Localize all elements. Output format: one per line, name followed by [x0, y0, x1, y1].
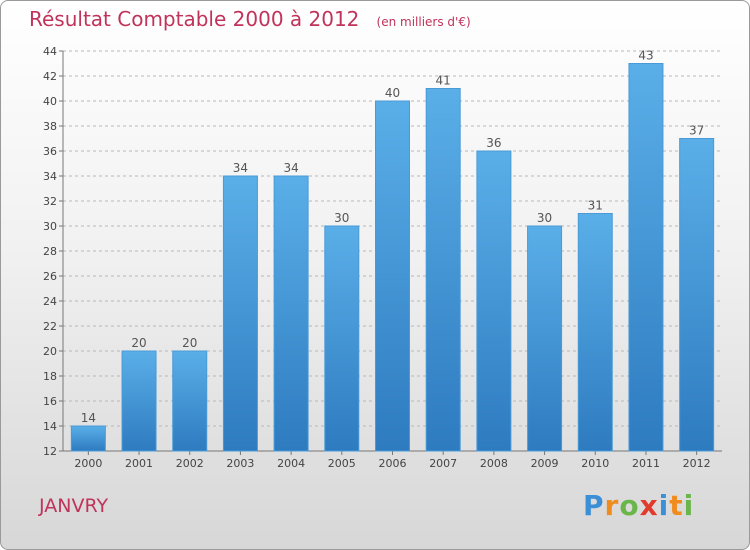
title-block: Résultat Comptable 2000 à 2012 (en milli…: [29, 7, 471, 31]
bar: [172, 350, 208, 452]
x-tick-label: 2004: [277, 457, 305, 470]
bar-value-label: 36: [486, 136, 501, 150]
y-tick-label: 28: [43, 245, 57, 258]
x-tick-label: 2001: [125, 457, 153, 470]
y-tick-label: 32: [43, 195, 57, 208]
bar-value-label: 30: [334, 211, 349, 225]
logo-letter: x: [639, 489, 659, 522]
logo-letter: i: [658, 489, 670, 522]
bar: [577, 213, 613, 452]
bar: [527, 225, 563, 452]
y-tick-label: 24: [43, 295, 57, 308]
x-tick-label: 2012: [683, 457, 711, 470]
y-tick-label: 34: [43, 170, 57, 183]
bar: [476, 150, 512, 452]
y-tick-label: 38: [43, 120, 57, 133]
logo-letter: r: [604, 489, 620, 522]
x-tick-label: 2008: [480, 457, 508, 470]
bar-value-label: 20: [182, 336, 197, 350]
bar-value-label: 34: [233, 161, 248, 175]
bar-value-label: 31: [588, 199, 603, 213]
y-tick-label: 42: [43, 70, 57, 83]
bar-value-label: 40: [385, 86, 400, 100]
bar-value-label: 41: [436, 74, 451, 88]
x-tick-label: 2000: [74, 457, 102, 470]
proxiti-logo[interactable]: Proxiti: [583, 489, 694, 522]
x-tick-label: 2002: [176, 457, 204, 470]
chart-title: Résultat Comptable 2000 à 2012: [29, 7, 360, 31]
bar: [679, 138, 715, 452]
y-tick-label: 12: [43, 445, 57, 458]
bar: [324, 225, 360, 452]
x-tick-label: 2003: [226, 457, 254, 470]
bar-value-label: 43: [638, 49, 653, 63]
bar: [375, 100, 410, 452]
y-tick-label: 44: [43, 45, 57, 58]
bar: [425, 88, 461, 452]
logo-letter: P: [583, 489, 605, 522]
logo-letter: i: [683, 489, 695, 522]
x-tick-label: 2005: [328, 457, 356, 470]
bar: [70, 425, 106, 452]
bar-value-label: 20: [131, 336, 146, 350]
y-tick-label: 36: [43, 145, 57, 158]
bar-value-label: 34: [283, 161, 298, 175]
y-tick-label: 22: [43, 320, 57, 333]
logo-letter: o: [619, 489, 640, 522]
x-tick-label: 2007: [429, 457, 457, 470]
bar-value-label: 14: [81, 411, 96, 425]
bar: [628, 63, 664, 452]
y-tick-label: 16: [43, 395, 57, 408]
chart-subtitle: (en milliers d'€): [376, 15, 471, 29]
x-tick-label: 2009: [531, 457, 559, 470]
bar: [273, 175, 309, 452]
bar-value-label: 30: [537, 211, 552, 225]
town-name: JANVRY: [39, 495, 109, 517]
y-tick-label: 26: [43, 270, 57, 283]
bar-value-label: 37: [689, 124, 704, 138]
y-tick-label: 40: [43, 95, 57, 108]
x-tick-label: 2011: [632, 457, 660, 470]
bar: [121, 350, 157, 452]
x-tick-label: 2010: [581, 457, 609, 470]
y-tick-label: 30: [43, 220, 57, 233]
y-tick-label: 18: [43, 370, 57, 383]
logo-letter: t: [669, 489, 684, 522]
bar: [222, 175, 258, 452]
y-tick-label: 20: [43, 345, 57, 358]
y-tick-label: 14: [43, 420, 57, 433]
x-tick-label: 2006: [379, 457, 407, 470]
